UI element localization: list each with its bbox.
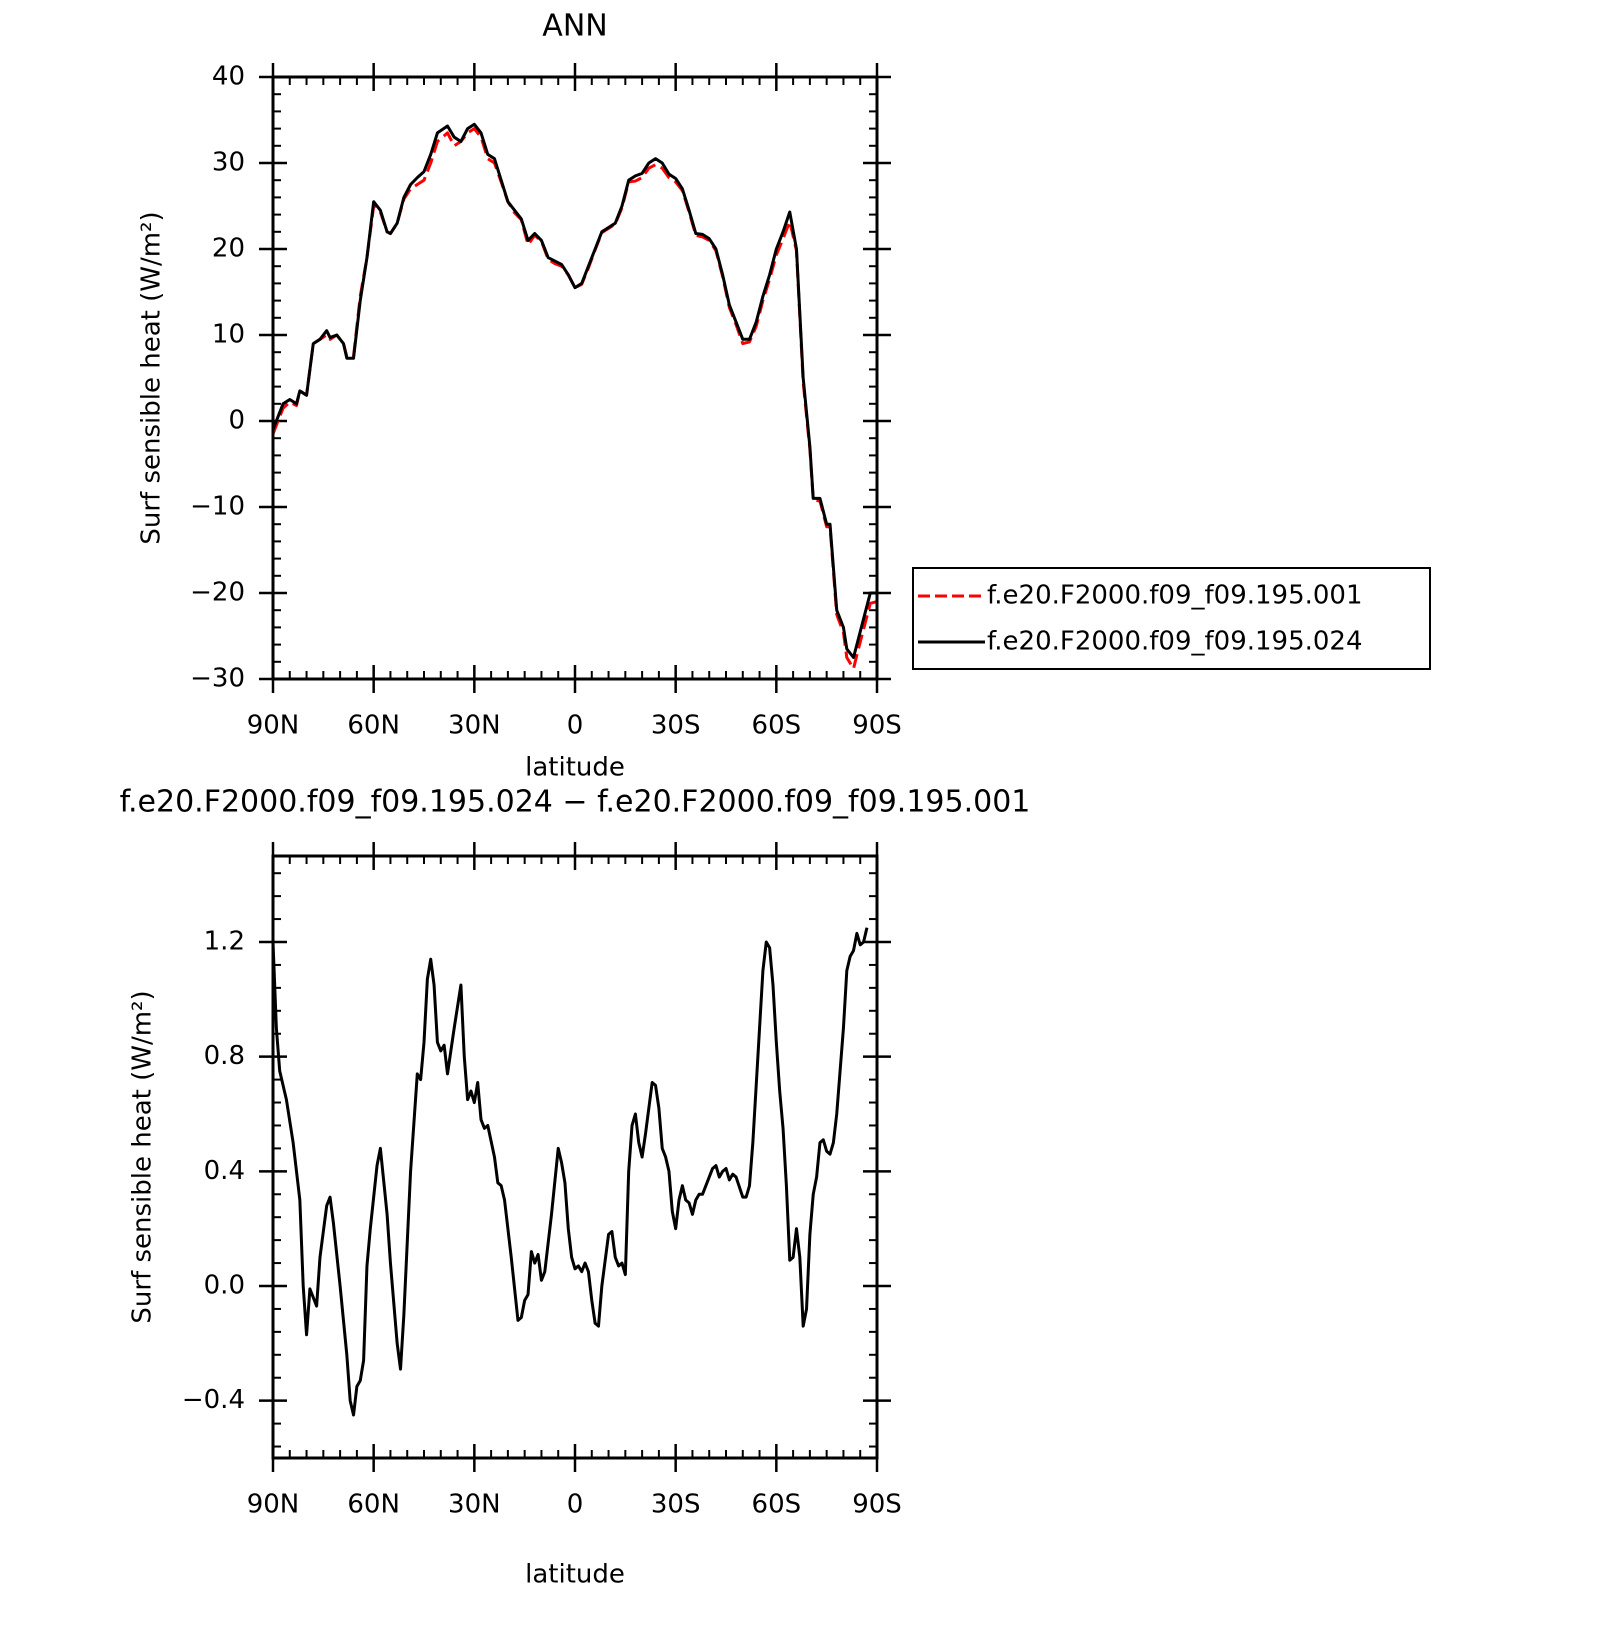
legend-box xyxy=(912,567,1431,670)
chart-title: f.e20.F2000.f09_f09.195.024 − f.e20.F200… xyxy=(120,785,1031,820)
plot-frame xyxy=(271,854,879,1460)
chart-title: ANN xyxy=(542,9,607,44)
plot-frame xyxy=(271,75,879,681)
y-tick-label: −10 xyxy=(190,492,245,522)
y-tick-label: 20 xyxy=(212,234,245,264)
y-axis-label: Surf sensible heat (W/m²) xyxy=(137,211,167,544)
legend-label: f.e20.F2000.f09_f09.195.024 xyxy=(987,627,1363,657)
x-axis-label: latitude xyxy=(525,753,625,783)
legend-label: f.e20.F2000.f09_f09.195.001 xyxy=(987,581,1363,611)
y-tick-label: −20 xyxy=(190,578,245,608)
data-line xyxy=(271,122,877,659)
x-tick-label: 30N xyxy=(448,711,501,741)
x-tick-label: 30S xyxy=(651,1490,701,1520)
y-tick-label: 0.8 xyxy=(204,1041,245,1071)
y-tick-label: −30 xyxy=(190,664,245,694)
y-tick-label: 40 xyxy=(212,62,245,92)
x-tick-label: 90N xyxy=(247,1490,300,1520)
x-tick-label: 60N xyxy=(347,1490,400,1520)
x-tick-label: 30S xyxy=(651,711,701,741)
y-tick-label: 0 xyxy=(228,406,245,436)
x-tick-label: 0 xyxy=(567,1490,584,1520)
y-tick-label: 10 xyxy=(212,320,245,350)
y-tick-label: 30 xyxy=(212,148,245,178)
y-tick-label: 0.4 xyxy=(204,1156,245,1186)
x-tick-label: 30N xyxy=(448,1490,501,1520)
y-tick-label: 0.0 xyxy=(204,1271,245,1301)
x-tick-label: 60S xyxy=(752,711,802,741)
data-line xyxy=(271,127,878,671)
data-line xyxy=(271,927,869,1417)
x-tick-label: 60N xyxy=(347,711,400,741)
x-tick-label: 90S xyxy=(852,1490,902,1520)
y-axis-label: Surf sensible heat (W/m²) xyxy=(128,990,158,1323)
x-axis-label: latitude xyxy=(525,1560,625,1590)
x-tick-label: 0 xyxy=(567,711,584,741)
x-tick-label: 60S xyxy=(752,1490,802,1520)
y-tick-label: −0.4 xyxy=(182,1385,245,1415)
x-tick-label: 90S xyxy=(852,711,902,741)
y-tick-label: 1.2 xyxy=(204,927,245,957)
x-tick-label: 90N xyxy=(247,711,300,741)
